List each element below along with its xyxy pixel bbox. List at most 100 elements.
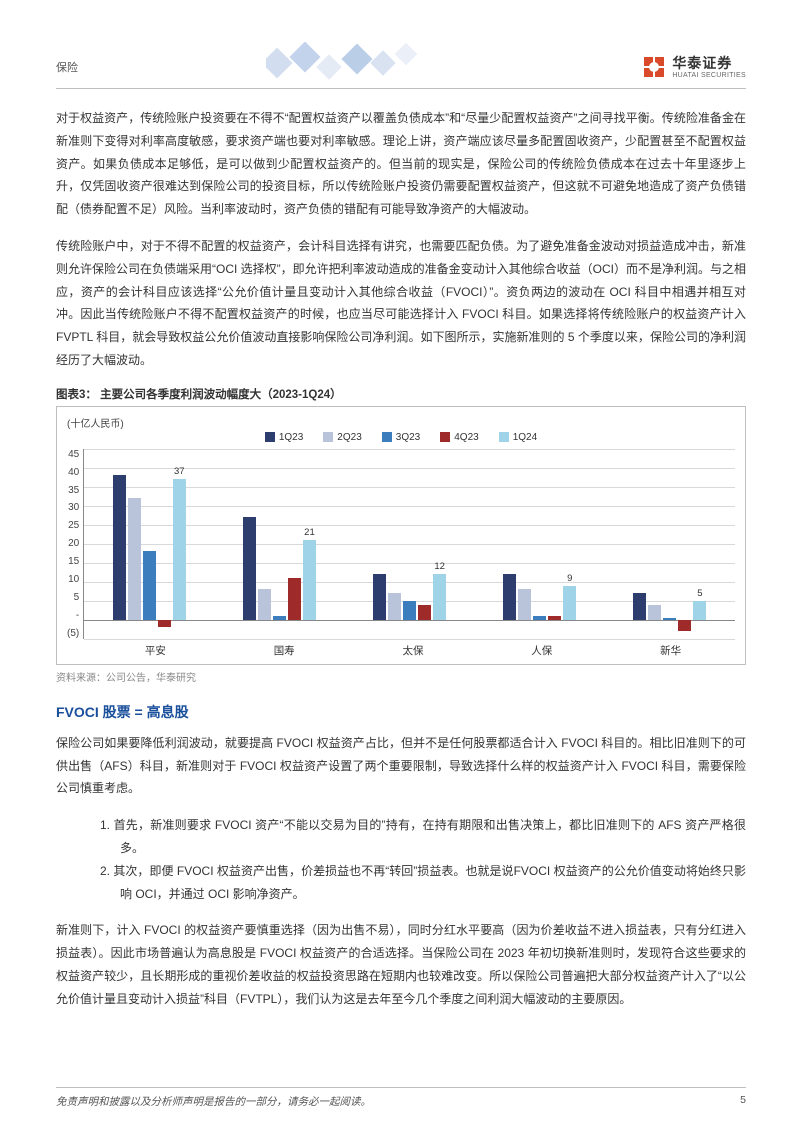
bar-wrap xyxy=(418,449,431,639)
bar xyxy=(403,601,416,620)
bar-wrap xyxy=(403,449,416,639)
header-rule xyxy=(56,88,746,89)
bar-wrap xyxy=(518,449,531,639)
bar-wrap xyxy=(243,449,256,639)
paragraph-1: 对于权益资产，传统险账户投资要在不得不“配置权益资产以覆盖负债成本”和“尽量少配… xyxy=(56,107,746,221)
paragraph-3: 保险公司如果要降低利润波动，就要提高 FVOCI 权益资产占比，但并不是任何股票… xyxy=(56,732,746,800)
xtick-label: 国寿 xyxy=(220,643,349,658)
ytick-label: 35 xyxy=(68,485,79,496)
bar xyxy=(678,620,691,631)
ytick-label: 25 xyxy=(68,520,79,531)
chart-group: 5 xyxy=(605,449,735,639)
bar-wrap xyxy=(113,449,126,639)
bar-wrap xyxy=(678,449,691,639)
bar-value-label: 9 xyxy=(567,573,572,584)
ytick-label: 30 xyxy=(68,502,79,513)
chart-bars: 37 xyxy=(113,449,186,639)
chart-source: 资料来源：公司公告，华泰研究 xyxy=(56,669,746,684)
bar xyxy=(143,551,156,619)
chart-xaxis: 平安国寿太保人保新华 xyxy=(91,643,735,658)
chart-title: 图表3： 主要公司各季度利润波动幅度大（2023-1Q24） xyxy=(56,386,746,402)
bar xyxy=(128,498,141,620)
list-item-2: 2. 其次，即便 FVOCI 权益资产出售，价差损益也不再“转回”损益表。也就是… xyxy=(100,860,746,906)
chart-bars: 9 xyxy=(503,449,576,639)
bar xyxy=(258,589,271,619)
bar xyxy=(243,517,256,620)
bar-wrap xyxy=(388,449,401,639)
ytick-label: 45 xyxy=(68,449,79,460)
bar-wrap: 12 xyxy=(433,449,446,639)
xtick-label: 新华 xyxy=(606,643,735,658)
bar xyxy=(503,574,516,620)
page-footer: 免责声明和披露以及分析师声明是报告的一部分，请务必一起阅读。 5 xyxy=(0,1087,802,1109)
bar-wrap xyxy=(128,449,141,639)
legend-swatch xyxy=(265,432,275,442)
footer-page-number: 5 xyxy=(740,1094,746,1109)
ytick-label: 10 xyxy=(68,574,79,585)
bar xyxy=(113,475,126,619)
chart-group: 12 xyxy=(345,449,475,639)
chart-groups: 37 21 12 9 5 xyxy=(84,449,735,639)
bar xyxy=(633,593,646,620)
bar xyxy=(288,578,301,620)
chart-container: (十亿人民币) 1Q23 2Q23 3Q23 4Q23 1Q24 45 40 35 30 25 2… xyxy=(56,406,746,665)
bar xyxy=(418,605,431,620)
bar-wrap: 21 xyxy=(303,449,316,639)
xtick-label: 人保 xyxy=(477,643,606,658)
bar xyxy=(648,605,661,620)
legend-item: 1Q23 xyxy=(265,432,303,443)
bar-wrap xyxy=(533,449,546,639)
paragraph-4: 新准则下，计入 FVOCI 的权益资产要慎重选择（因为出售不易），同时分红水平要… xyxy=(56,919,746,1010)
chart-yaxis: 45403530252015105-(5) xyxy=(67,449,83,639)
bar-wrap: 37 xyxy=(173,449,186,639)
bar-value-label: 37 xyxy=(174,466,185,477)
footer-disclaimer: 免责声明和披露以及分析师声明是报告的一部分，请务必一起阅读。 xyxy=(56,1094,371,1109)
ytick-label: 40 xyxy=(68,467,79,478)
chart-bars: 21 xyxy=(243,449,316,639)
bar xyxy=(563,586,576,620)
legend-label: 1Q23 xyxy=(279,432,303,443)
chart-ylabel: (十亿人民币) xyxy=(67,415,735,430)
legend-item: 1Q24 xyxy=(499,432,537,443)
legend-swatch xyxy=(440,432,450,442)
bar xyxy=(173,479,186,620)
page-header: 保险 xyxy=(56,50,746,84)
legend-swatch xyxy=(499,432,509,442)
logo-icon xyxy=(642,55,666,79)
bar xyxy=(373,574,386,620)
chart-group: 9 xyxy=(475,449,605,639)
legend-label: 4Q23 xyxy=(454,432,478,443)
bar xyxy=(663,618,676,620)
bar xyxy=(273,616,286,620)
company-logo: 华泰证券 HUATAI SECURITIES xyxy=(642,55,746,79)
gridline xyxy=(84,639,735,640)
bar-wrap xyxy=(288,449,301,639)
paragraph-2: 传统险账户中，对于不得不配置的权益资产，会计科目选择有讲究，也需要匹配负债。为了… xyxy=(56,235,746,372)
ytick-label: - xyxy=(76,610,79,621)
bar-wrap xyxy=(663,449,676,639)
bar-wrap xyxy=(373,449,386,639)
legend-item: 3Q23 xyxy=(382,432,420,443)
bar xyxy=(158,620,171,628)
bar-wrap xyxy=(648,449,661,639)
legend-item: 4Q23 xyxy=(440,432,478,443)
chart-group: 21 xyxy=(214,449,344,639)
bar xyxy=(693,601,706,620)
chart-bars: 12 xyxy=(373,449,446,639)
bar-wrap xyxy=(258,449,271,639)
chart-plot: 37 21 12 9 5 xyxy=(83,449,735,639)
bar-wrap: 9 xyxy=(563,449,576,639)
bar-wrap xyxy=(633,449,646,639)
legend-label: 2Q23 xyxy=(337,432,361,443)
ytick-label: 5 xyxy=(74,592,80,603)
bar-value-label: 21 xyxy=(304,527,315,538)
legend-label: 3Q23 xyxy=(396,432,420,443)
list-item-1: 1. 首先，新准则要求 FVOCI 资产“不能以交易为目的”持有，在持有期限和出… xyxy=(100,814,746,860)
bar xyxy=(303,540,316,620)
header-category: 保险 xyxy=(56,59,78,75)
legend-swatch xyxy=(382,432,392,442)
chart-legend: 1Q23 2Q23 3Q23 4Q23 1Q24 xyxy=(67,432,735,443)
bar-wrap xyxy=(503,449,516,639)
bar xyxy=(518,589,531,619)
numbered-list: 1. 首先，新准则要求 FVOCI 资产“不能以交易为目的”持有，在持有期限和出… xyxy=(100,814,746,905)
